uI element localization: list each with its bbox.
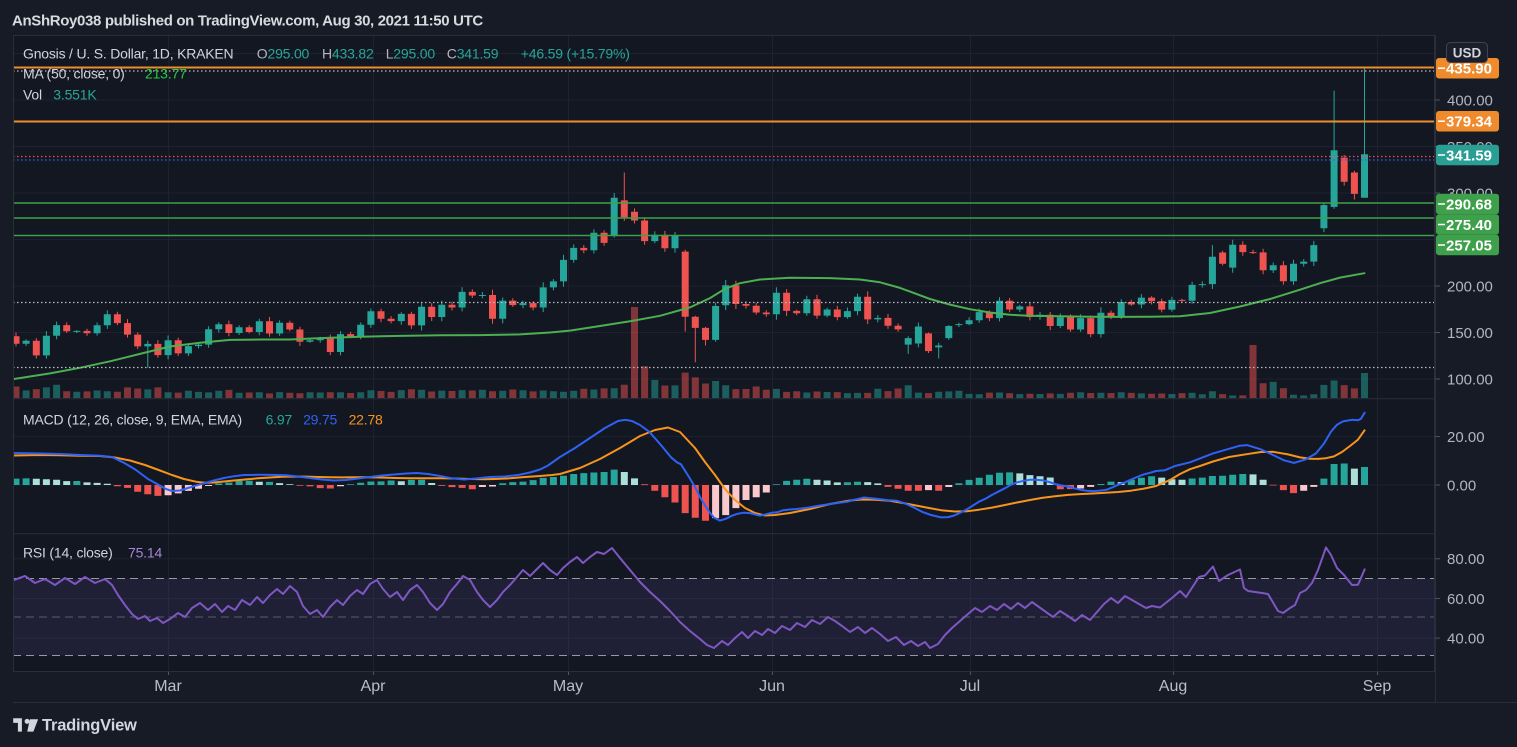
svg-text:TradingView: TradingView xyxy=(42,717,137,735)
svg-text:80.00: 80.00 xyxy=(1447,551,1485,568)
svg-text:40.00: 40.00 xyxy=(1447,630,1485,647)
svg-text:435.90: 435.90 xyxy=(1446,61,1492,78)
svg-text:100.00: 100.00 xyxy=(1447,371,1493,388)
svg-text:Mar: Mar xyxy=(154,678,182,695)
svg-text:290.68: 290.68 xyxy=(1446,196,1492,213)
svg-text:Gnosis / U. S. Dollar, 1D, KRA: Gnosis / U. S. Dollar, 1D, KRAKEN O295.00… xyxy=(23,46,630,62)
svg-text:60.00: 60.00 xyxy=(1447,591,1485,608)
svg-text:379.34: 379.34 xyxy=(1446,114,1493,131)
svg-text:Jun: Jun xyxy=(759,678,785,695)
svg-text:Apr: Apr xyxy=(361,678,387,695)
svg-text:341.59: 341.59 xyxy=(1446,147,1492,164)
svg-text:150.00: 150.00 xyxy=(1447,325,1493,342)
svg-text:RSI (14, close)75.14: RSI (14, close) 75.14 xyxy=(23,545,162,561)
svg-text:200.00: 200.00 xyxy=(1447,278,1493,295)
svg-text:0.00: 0.00 xyxy=(1447,477,1476,494)
svg-text:May: May xyxy=(553,678,583,695)
svg-text:MA (50, close, 0)213.77: MA (50, close, 0) 213.77 xyxy=(23,66,187,82)
svg-text:AnShRoy038 published on Tradin: AnShRoy038 published on TradingView.com,… xyxy=(12,13,483,30)
svg-text:USD: USD xyxy=(1453,46,1482,61)
svg-text:275.40: 275.40 xyxy=(1446,217,1492,234)
svg-text:257.05: 257.05 xyxy=(1446,237,1492,254)
svg-text:Jul: Jul xyxy=(960,678,980,695)
svg-text:MACD (12, 26, close, 9, EMA, E: MACD (12, 26, close, 9, EMA, EMA) 6.97 29.… xyxy=(23,412,383,428)
svg-text:Aug: Aug xyxy=(1159,678,1187,695)
svg-text:20.00: 20.00 xyxy=(1447,429,1485,446)
svg-text:Sep: Sep xyxy=(1363,678,1392,695)
svg-text:400.00: 400.00 xyxy=(1447,92,1493,109)
